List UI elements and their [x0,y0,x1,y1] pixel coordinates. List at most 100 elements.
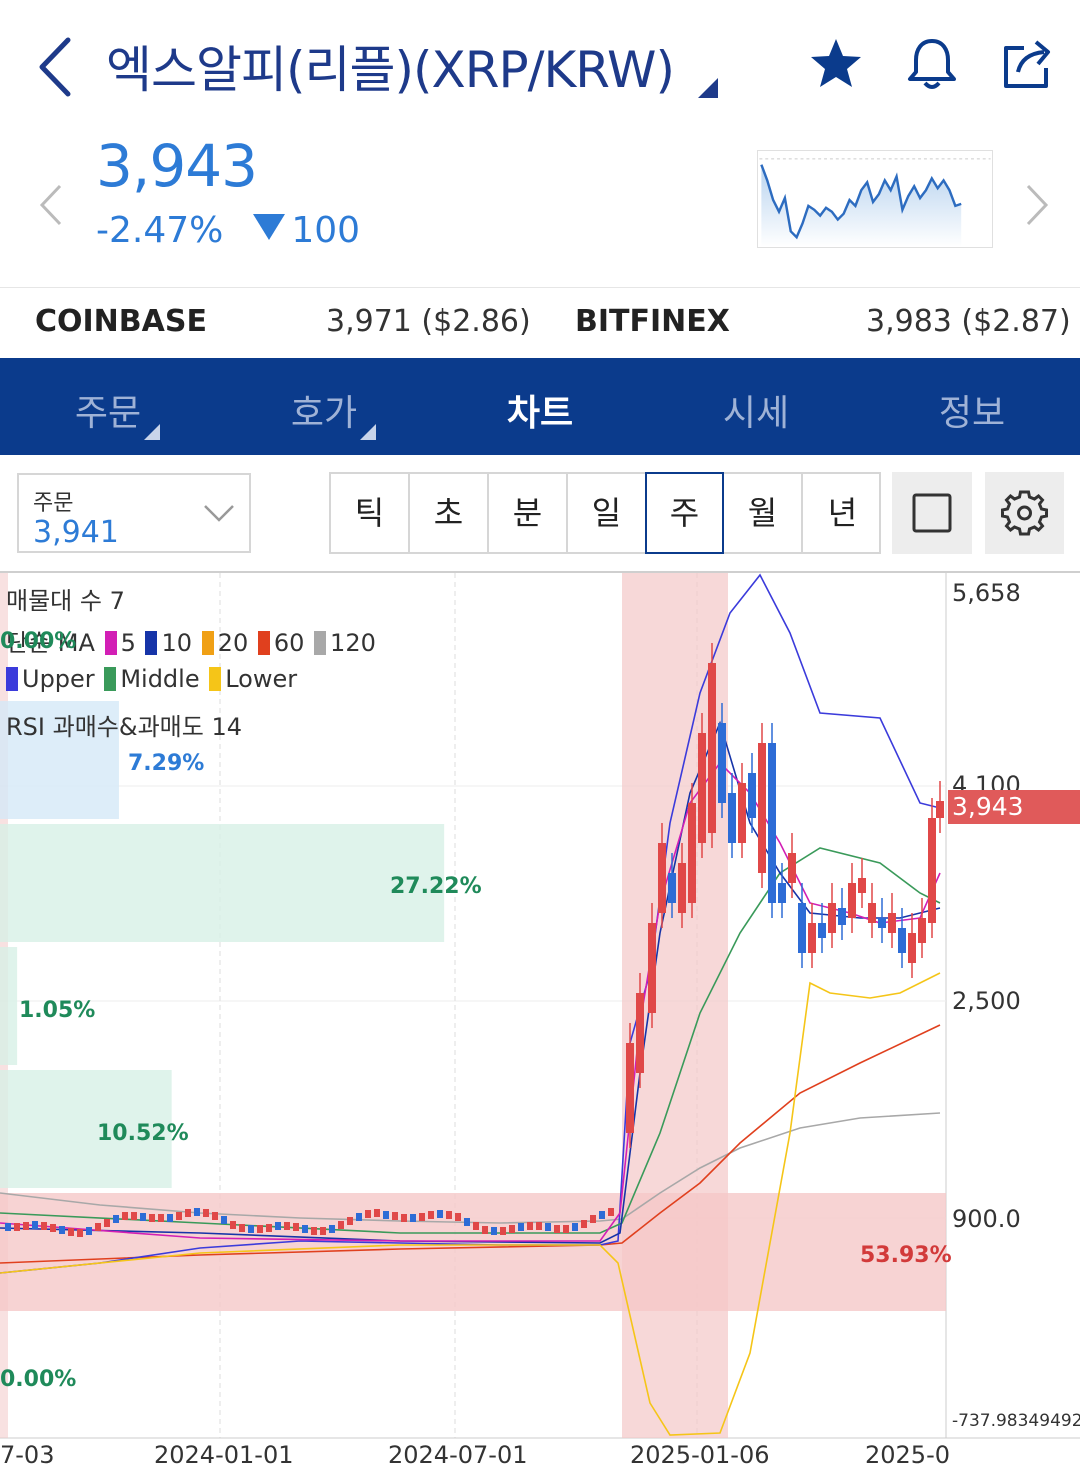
candle-body [599,1211,605,1219]
candle-body [808,923,816,953]
candle-body [678,863,686,913]
candle-body [248,1225,254,1233]
candle-body [347,1217,353,1225]
last-price-tag: 3,943 [948,790,1080,824]
share-icon[interactable] [1000,36,1056,92]
period-week-button[interactable]: 주 [645,472,724,554]
volume-profile-label: 0.00% [0,1367,77,1392]
tab-info[interactable]: 정보 [938,393,1006,434]
candle-body [239,1224,245,1232]
candle-body [284,1222,290,1230]
bollinger-lower-line [0,972,941,1436]
tab-orderbook[interactable]: 호가 [290,393,358,434]
candle-body [131,1212,137,1220]
y-axis-tick: 2,500 [952,987,1021,1015]
chart-settings-button[interactable] [985,472,1064,554]
candle-body [636,993,644,1073]
sparkline-chart[interactable] [757,150,993,248]
candle-body [293,1223,299,1231]
candle-body [212,1212,218,1220]
legend-swatch-ma120 [314,631,327,655]
period-tick-button[interactable]: 틱 [331,474,410,552]
legend-ma: 단순 MA 5 10 20 60 120 [6,623,376,658]
chart-canvas[interactable] [0,573,1080,1466]
tab-order[interactable]: 주문 [74,393,142,434]
volume-profile-label: 53.93% [860,1243,952,1268]
gear-icon [1001,490,1048,536]
star-icon[interactable] [808,36,864,92]
candle-body [392,1212,398,1220]
candle-body [858,878,866,893]
candle-body [828,903,836,933]
candle-body [608,1208,614,1216]
candle-body [266,1224,272,1232]
period-month-button[interactable]: 월 [724,474,803,552]
candle-body [688,803,696,903]
exchange-value-coinbase: 3,971 ($2.86) [326,304,531,339]
layout-toggle-button[interactable] [892,472,972,554]
candle-body [936,801,944,818]
legend-ma5: 5 [120,629,136,657]
candle-body [158,1214,164,1222]
candle-body [383,1211,389,1219]
bell-icon[interactable] [904,36,960,92]
candle-body [648,923,656,1013]
tab-quotes[interactable]: 시세 [722,393,790,434]
page-title[interactable]: 엑스알피(리플)(XRP/KRW) [106,41,675,99]
legend-lower: Lower [225,665,298,693]
order-select-label: 주문 [33,491,74,516]
x-axis-tick: 7-03 [0,1441,55,1466]
next-arrow-icon[interactable] [1022,180,1052,230]
candle-body [509,1225,515,1233]
y-axis-tick: 900.0 [952,1205,1021,1233]
candle-body [320,1227,326,1235]
period-day-button[interactable]: 일 [568,474,647,552]
candle-body [419,1213,425,1221]
period-selector: 틱 초 분 일 주 월 년 [329,472,881,554]
legend-bollinger: Upper Middle Lower [6,665,297,693]
candle-body [122,1212,128,1220]
change-amount: 100 [291,210,361,251]
chevron-left-icon[interactable] [30,32,80,102]
candle-body [878,918,886,928]
candle-body [23,1222,29,1230]
candle-body [491,1227,497,1235]
candle-body [658,843,666,913]
chart-toolbar: 주문 3,941 틱 초 분 일 주 월 년 [0,455,1080,571]
legend-swatch-ma60 [257,631,270,655]
candle-body [798,903,806,953]
legend-middle: Middle [120,665,200,693]
legend-rsi: RSI 과매수&과매도 14 [6,713,242,741]
period-minute-button[interactable]: 분 [489,474,568,552]
volume-profile-label: 1.05% [19,998,96,1023]
candle-body [758,743,766,873]
price-chart[interactable]: 매물대 수 7 단순 MA 5 10 20 60 120 Upper Middl… [0,571,1080,1466]
candle-body [728,793,736,843]
candle-body [437,1210,443,1218]
chevron-down-icon [204,505,234,522]
exchange-name-coinbase: COINBASE [35,304,207,339]
candle-body [149,1214,155,1222]
down-triangle-icon [253,214,286,240]
period-year-button[interactable]: 년 [827,494,858,532]
candle-body [918,918,926,943]
period-second-button[interactable]: 초 [410,474,489,552]
order-select[interactable]: 주문 3,941 [17,473,251,553]
app-header: 엑스알피(리플)(XRP/KRW) [0,0,1080,130]
legend-swatch-ma20 [201,631,214,655]
change-percent: -2.47% [96,210,224,251]
candle-body [329,1225,335,1233]
x-axis-tick: 2025-0 [865,1441,951,1466]
volume-profile-bar [0,701,119,819]
tab-chart[interactable]: 차트 [506,393,574,434]
title-dropdown-caret-icon[interactable] [698,78,718,98]
prev-arrow-icon[interactable] [36,180,66,230]
candle-body [473,1222,479,1230]
candle-body [401,1214,407,1222]
legend-ma10: 10 [161,629,193,657]
candle-body [748,773,756,818]
candle-body [77,1229,83,1237]
candle-body [500,1227,506,1235]
candle-body [50,1224,56,1232]
volume-profile-bar [0,824,445,942]
